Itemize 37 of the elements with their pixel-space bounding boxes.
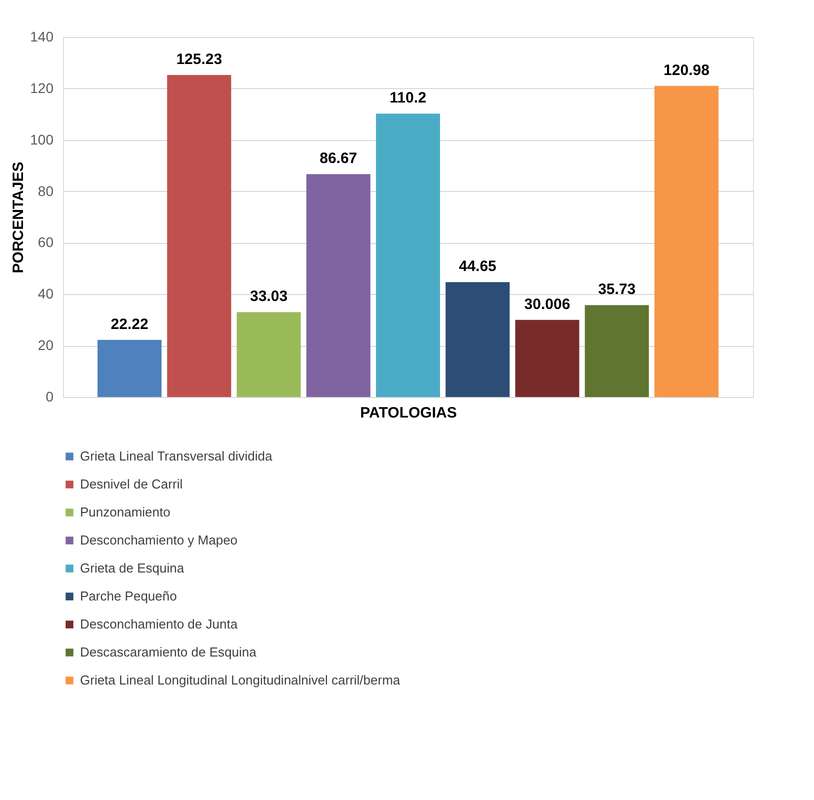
data-label: 22.22 [110, 316, 148, 333]
y-tick-label: 120 [30, 80, 54, 96]
legend-label: Desconchamiento y Mapeo [80, 532, 238, 548]
y-tick-label: 80 [38, 182, 54, 199]
legend-label: Grieta Lineal Longitudinal Longitudinalnivel carril/berma [80, 672, 401, 688]
legend-label: Desconchamiento de Junta [80, 616, 238, 632]
legend-label: Desnivel de Carril [80, 476, 183, 492]
bar [236, 312, 301, 397]
y-tick-label: 0 [46, 388, 54, 404]
y-axis-title: PORCENTAJES [10, 162, 28, 274]
bar [515, 320, 580, 397]
y-tick-label: 60 [38, 234, 54, 250]
y-tick-label: 100 [30, 131, 54, 148]
data-label: 30.006 [524, 296, 570, 313]
bar [98, 340, 162, 397]
legend-label: Parche Pequeño [80, 588, 177, 604]
legend-label: Grieta de Esquina [80, 560, 185, 576]
bar [654, 86, 718, 397]
y-tick-label: 140 [30, 28, 54, 44]
data-label: 44.65 [458, 258, 496, 276]
bar [167, 74, 232, 397]
bar [376, 114, 440, 397]
bar [584, 305, 649, 397]
data-label: 35.73 [598, 281, 636, 298]
bar [446, 282, 510, 397]
bar [306, 174, 370, 397]
data-label: 125.23 [176, 50, 222, 68]
legend-label: Punzonamiento [80, 504, 170, 520]
data-label: 33.03 [250, 288, 288, 306]
data-label: 110.2 [390, 90, 426, 107]
x-axis-title: PATOLOGIAS [360, 404, 457, 422]
y-tick-label: 20 [38, 337, 54, 354]
legend-label: Descascaramiento de Esquina [80, 644, 258, 660]
legend-label: Grieta Lineal Transversal dividida [80, 448, 273, 464]
data-label: 120.98 [664, 62, 710, 79]
data-label: 86.67 [320, 150, 358, 168]
y-tick-label: 40 [38, 286, 54, 302]
